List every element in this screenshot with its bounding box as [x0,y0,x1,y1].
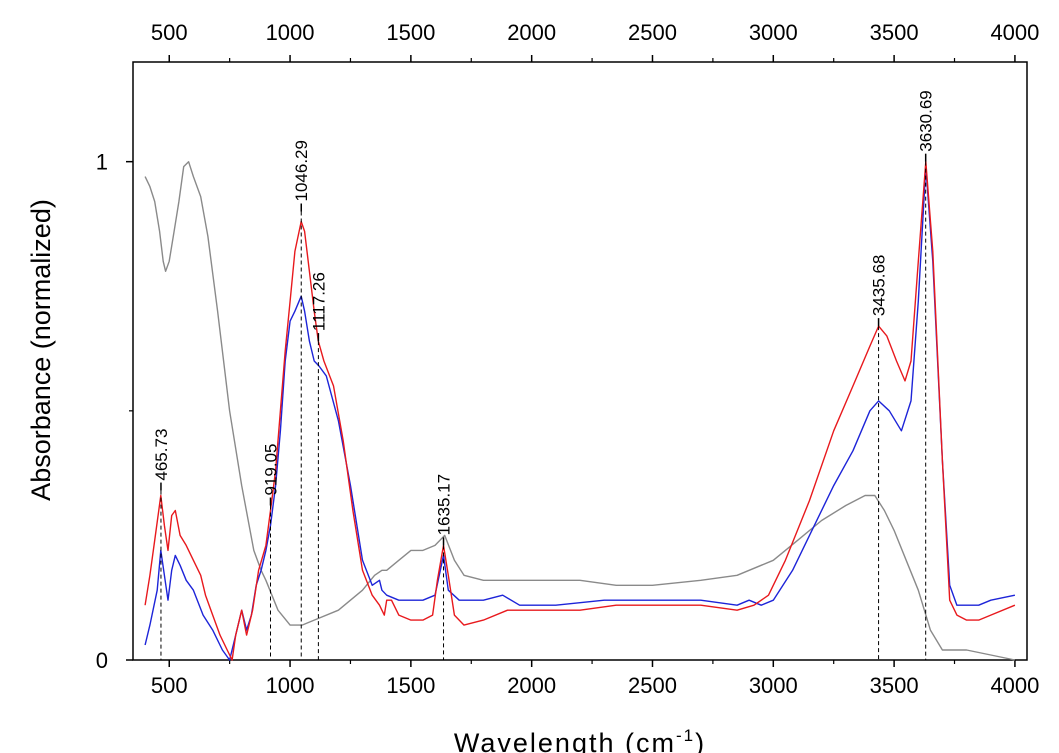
x-tick-label-bottom: 3000 [749,673,798,698]
x-tick-label-top: 1500 [386,20,435,45]
peak-label: 1117.26 [309,272,328,331]
x-tick-label-bottom: 500 [151,673,188,698]
x-ticks-bottom: 500 1000 1500 2000 2500 3000 3500 4000 [151,660,1039,698]
x-axis-title-sup: -1 [676,726,695,745]
x-tick-label-top: 2000 [507,20,556,45]
y-ticks: 01 [96,150,133,673]
series-line-red [144,161,1016,661]
peak-label: 919.05 [262,444,281,496]
x-tick-label-top: 3500 [870,20,919,45]
x-axis-title-close: ) [695,728,706,753]
peak-label: 3630.69 [917,90,936,151]
y-tick-label: 0 [96,648,108,673]
x-tick-label-bottom: 2000 [507,673,556,698]
peak-label: 465.73 [152,429,171,481]
peak-annotations: 465.73 919.05 1046.29 1117.26 1635.17 3435.68… [152,90,936,660]
series-line-blue [144,165,1016,661]
x-tick-label-bottom: 1500 [386,673,435,698]
x-tick-label-top: 1000 [266,20,315,45]
peak-label: 3435.68 [870,255,889,316]
y-tick-label: 1 [96,150,108,175]
x-tick-label-bottom: 3500 [870,673,919,698]
x-tick-label-bottom: 2500 [628,673,677,698]
x-tick-label-top: 3000 [749,20,798,45]
y-axis-title: Absorbance (normalized) [26,199,56,501]
plot-frame [132,61,1028,661]
x-tick-label-top: 4000 [990,20,1039,45]
x-tick-label-top: 2500 [628,20,677,45]
series-layer [144,161,1016,661]
series-line-gray [144,161,1016,661]
x-axis-title-main: Wavelength (cm [454,728,676,753]
x-ticks-top: 500 1000 1500 2000 2500 3000 3500 4000 [151,20,1039,62]
x-tick-label-bottom: 1000 [266,673,315,698]
x-tick-label-top: 500 [151,20,188,45]
peak-label: 1635.17 [435,474,454,535]
x-tick-label-bottom: 4000 [990,673,1039,698]
peak-label: 1046.29 [292,140,311,201]
x-axis-title: Wavelength (cm-1) [454,726,706,753]
